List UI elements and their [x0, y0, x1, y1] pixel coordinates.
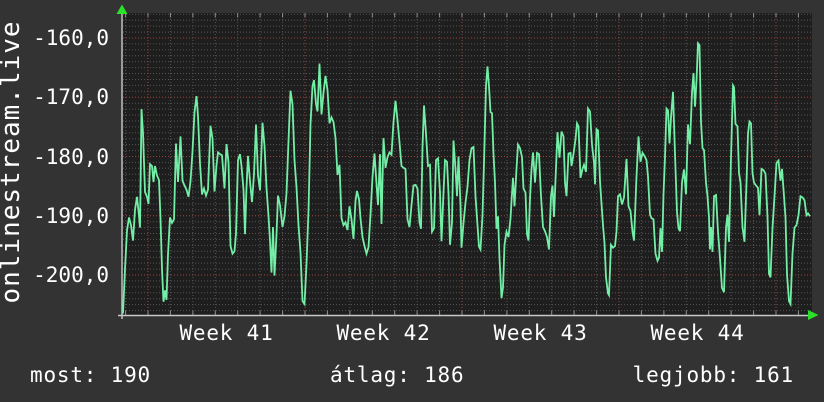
y-axis-tick-label: -160,0 [33, 26, 109, 50]
y-axis-tick-label: -180,0 [33, 144, 109, 169]
y-axis-tick-label: -190,0 [33, 203, 109, 228]
y-axis-tick-label: -170,0 [33, 85, 109, 110]
stat-most: most: 190 [30, 363, 151, 387]
stat-atlag: átlag: 186 [330, 363, 465, 387]
stat-legjobb: legjobb: 161 [632, 363, 794, 387]
x-axis-tick-label: Week 42 [336, 321, 431, 345]
x-axis-tick-label: Week 43 [493, 321, 588, 345]
x-axis-tick-label: Week 44 [650, 321, 745, 345]
y-axis-tick-label: -200,0 [33, 263, 109, 287]
x-axis-tick-label: Week 41 [179, 321, 274, 345]
